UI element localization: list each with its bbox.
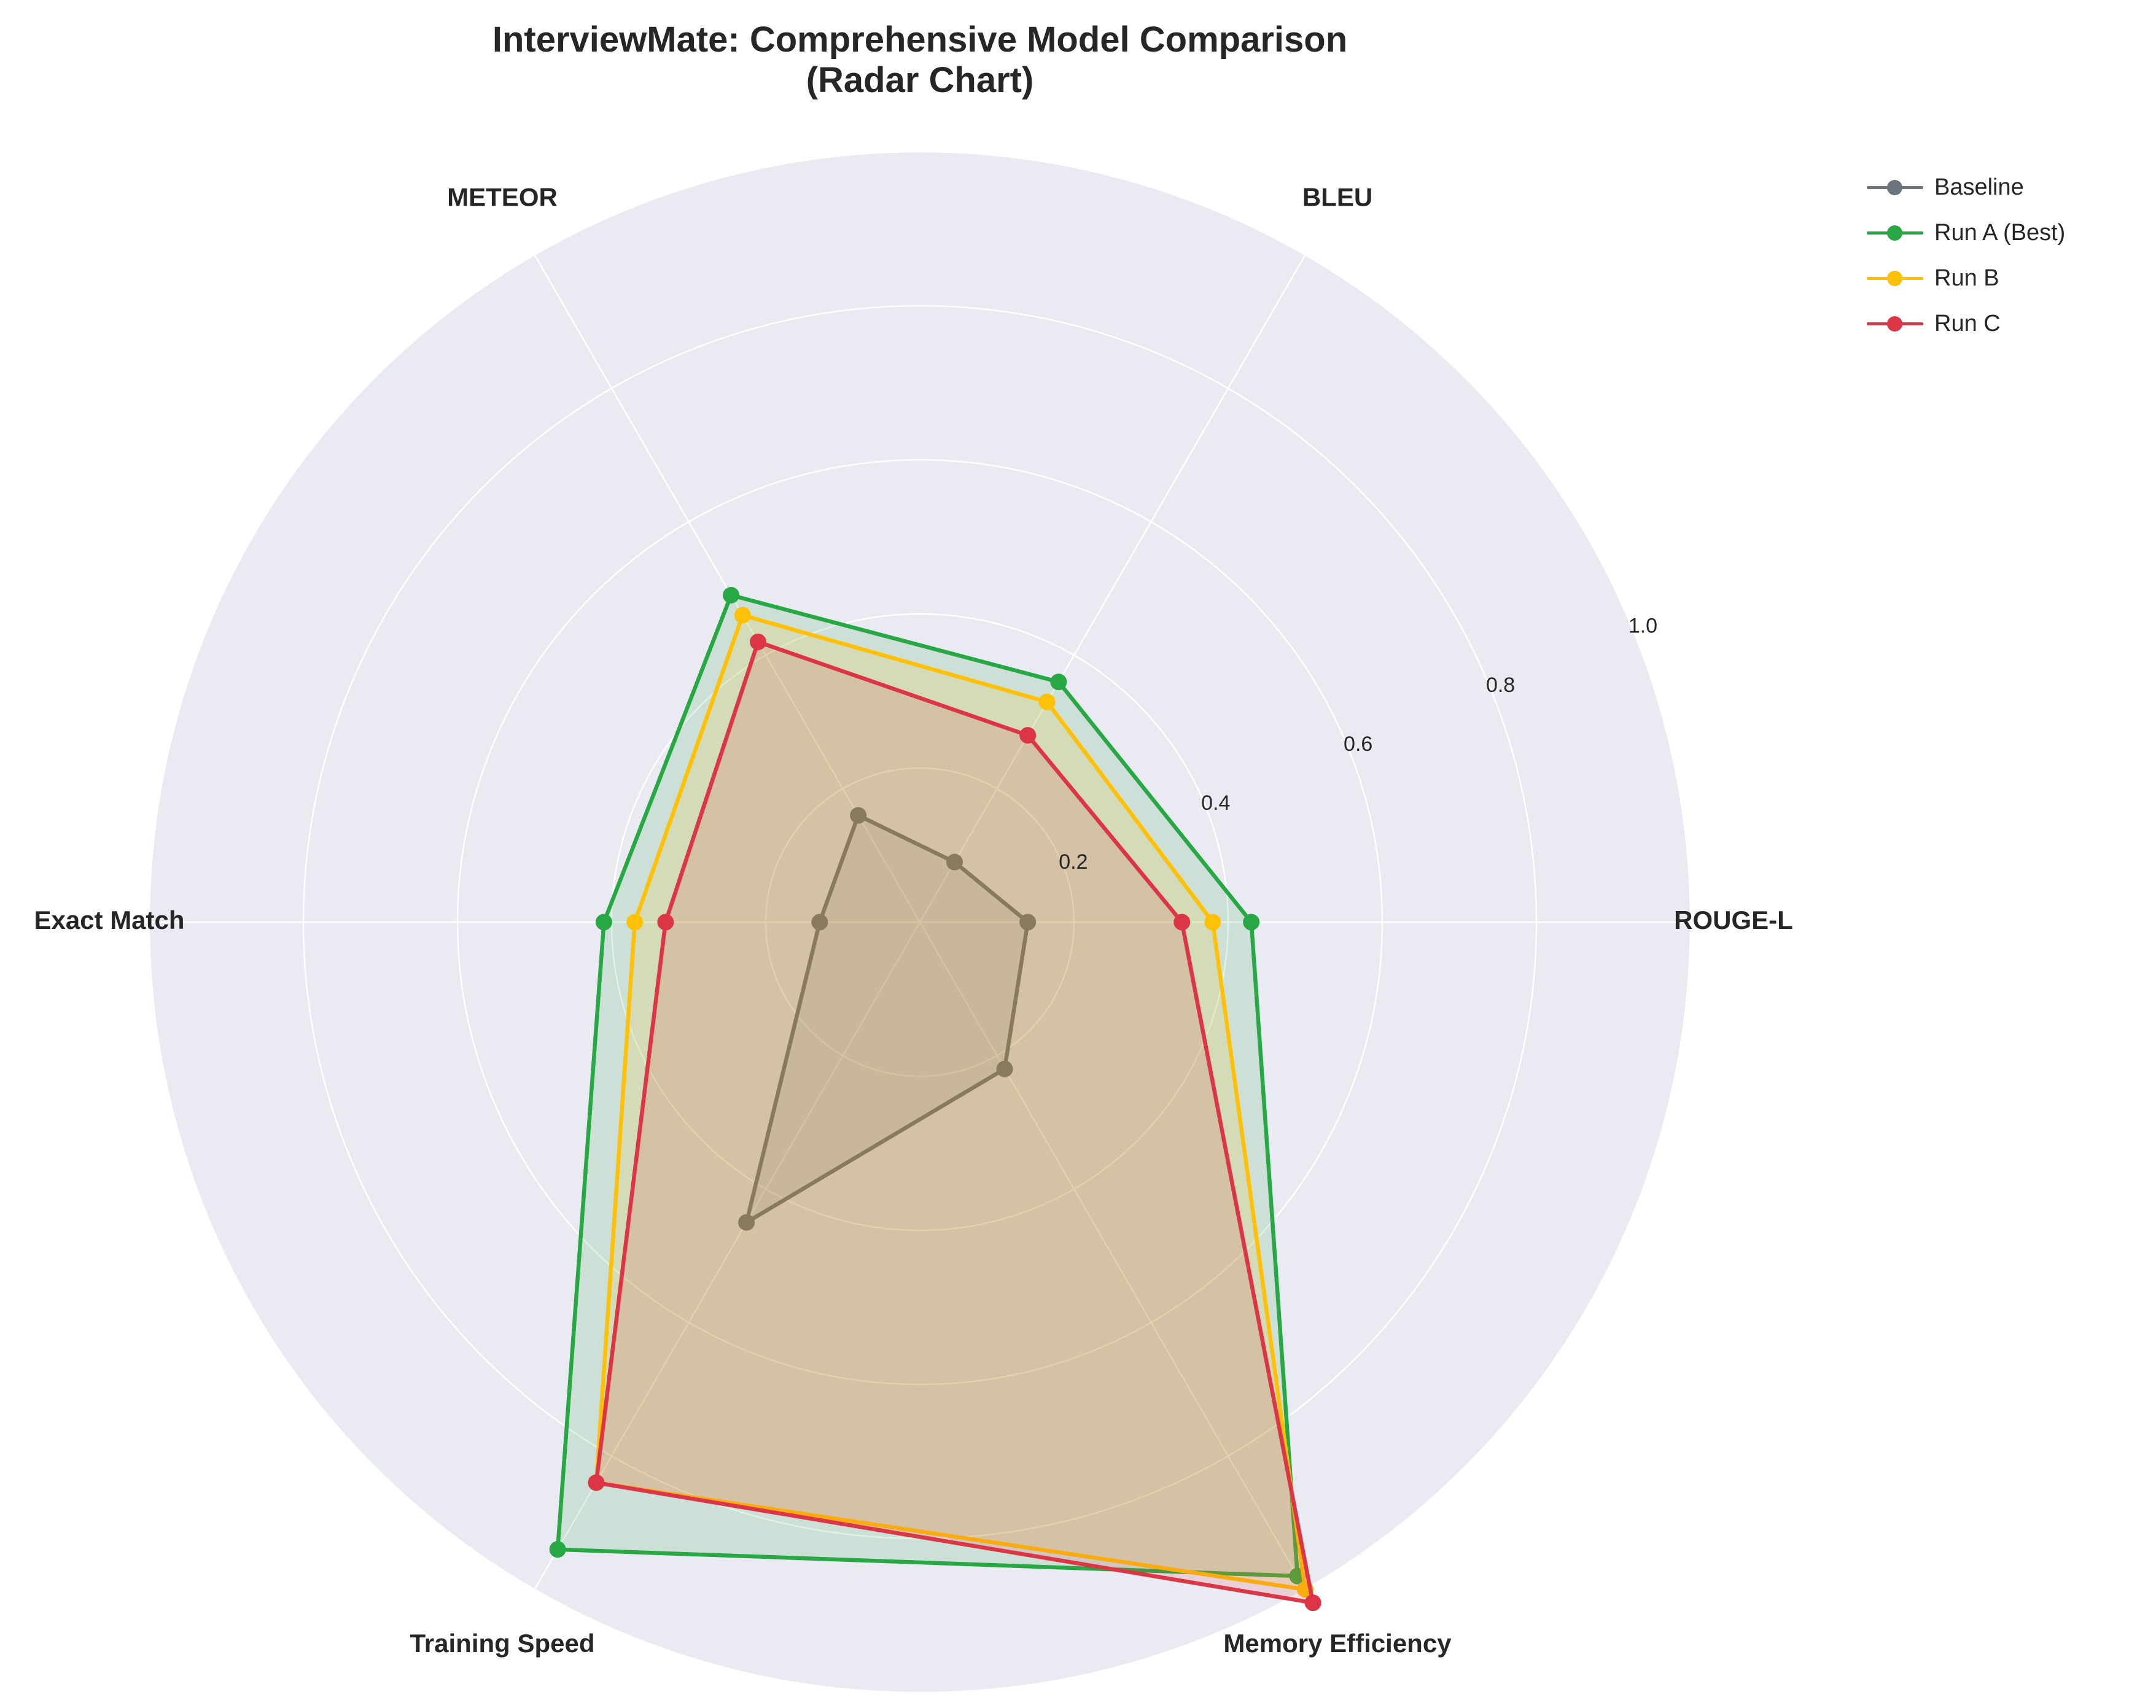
data-point — [588, 1474, 605, 1491]
axis-label: Memory Efficiency — [1223, 1629, 1452, 1658]
series-area — [746, 815, 1028, 1223]
legend-label: Baseline — [1934, 174, 2024, 200]
radial-tick-label: 0.8 — [1486, 673, 1515, 697]
data-point — [723, 586, 740, 604]
radial-tick-label: 0.2 — [1059, 850, 1088, 874]
data-point — [1019, 727, 1037, 744]
legend-marker-icon — [1867, 266, 1923, 290]
grid-spoke — [919, 254, 1306, 923]
legend-marker-icon — [1867, 175, 1923, 200]
series-area — [596, 642, 1313, 1603]
data-point — [1204, 914, 1221, 931]
chart-title-line-2: (Radar Chart) — [806, 60, 1034, 100]
axis-label: Training Speed — [410, 1629, 594, 1658]
legend-marker-icon — [1867, 220, 1923, 245]
series-group — [738, 807, 1037, 1231]
axis-label: BLEU — [1302, 182, 1372, 211]
radial-tick-label: 0.6 — [1344, 732, 1372, 756]
data-point — [1019, 914, 1037, 931]
legend: Baseline Run A (Best) Run B Run C — [1867, 165, 2065, 346]
grid-spoke — [919, 922, 1306, 1590]
data-point — [749, 634, 766, 651]
chart-title: InterviewMate: Comprehensive Model Compa… — [492, 20, 1347, 100]
data-point — [549, 1541, 566, 1558]
legend-label: Run B — [1934, 265, 1999, 291]
data-point — [595, 914, 612, 931]
data-point — [1038, 693, 1056, 710]
data-point — [738, 1214, 755, 1231]
chart-title-line-1: InterviewMate: Comprehensive Model Compa… — [492, 20, 1348, 60]
legend-item: Baseline — [1867, 165, 2065, 210]
legend-item: Run C — [1867, 301, 2065, 346]
data-point — [1243, 914, 1260, 931]
data-point — [1304, 1594, 1321, 1612]
data-point — [734, 607, 751, 624]
data-point — [626, 914, 644, 931]
data-point — [657, 914, 674, 931]
data-point — [1050, 673, 1067, 691]
legend-label: Run A (Best) — [1934, 219, 2066, 246]
axis-label: ROUGE-L — [1674, 906, 1793, 934]
data-point — [1173, 914, 1191, 931]
legend-marker-icon — [1867, 311, 1923, 336]
axis-label: METEOR — [447, 182, 558, 211]
series-layer — [549, 586, 1321, 1612]
axis-labels: ROUGE-L BLEU METEOR Exact Match Training Spe… — [34, 182, 1792, 1658]
series-group — [588, 634, 1321, 1612]
legend-item: Run B — [1867, 255, 2065, 301]
radial-tick-labels: 0.2 0.4 0.6 0.8 1.0 — [1059, 615, 1657, 874]
legend-label: Run C — [1934, 310, 2001, 336]
data-point — [850, 807, 867, 824]
radial-tick-label: 0.4 — [1201, 791, 1230, 815]
axis-label: Exact Match — [34, 906, 184, 934]
data-point — [946, 853, 963, 871]
data-point — [996, 1060, 1013, 1077]
legend-item: Run A (Best) — [1867, 210, 2065, 255]
radial-tick-label: 1.0 — [1629, 615, 1657, 638]
data-point — [811, 914, 828, 931]
